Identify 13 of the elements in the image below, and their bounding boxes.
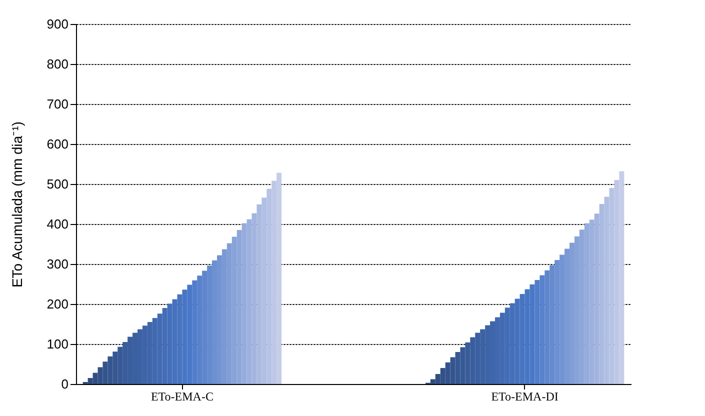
- y-tick-label: 500: [46, 176, 68, 192]
- x-tick-label: ETo-EMA-DI: [491, 390, 558, 404]
- y-tick-label: 200: [46, 296, 68, 312]
- y-tick-label: 900: [46, 16, 68, 32]
- y-tick-label: 100: [46, 336, 68, 352]
- x-tick-label: ETo-EMA-C: [150, 390, 214, 404]
- y-tick-label: 800: [46, 56, 68, 72]
- y-tick-label: 400: [46, 216, 68, 232]
- y-tick-label: 300: [46, 256, 68, 272]
- y-axis-title: ETo Acumulada (mm dia⁻¹): [8, 121, 25, 288]
- y-tick-label: 700: [46, 96, 68, 112]
- y-tick-label: 600: [46, 136, 68, 152]
- y-tick-label: 0: [61, 376, 68, 392]
